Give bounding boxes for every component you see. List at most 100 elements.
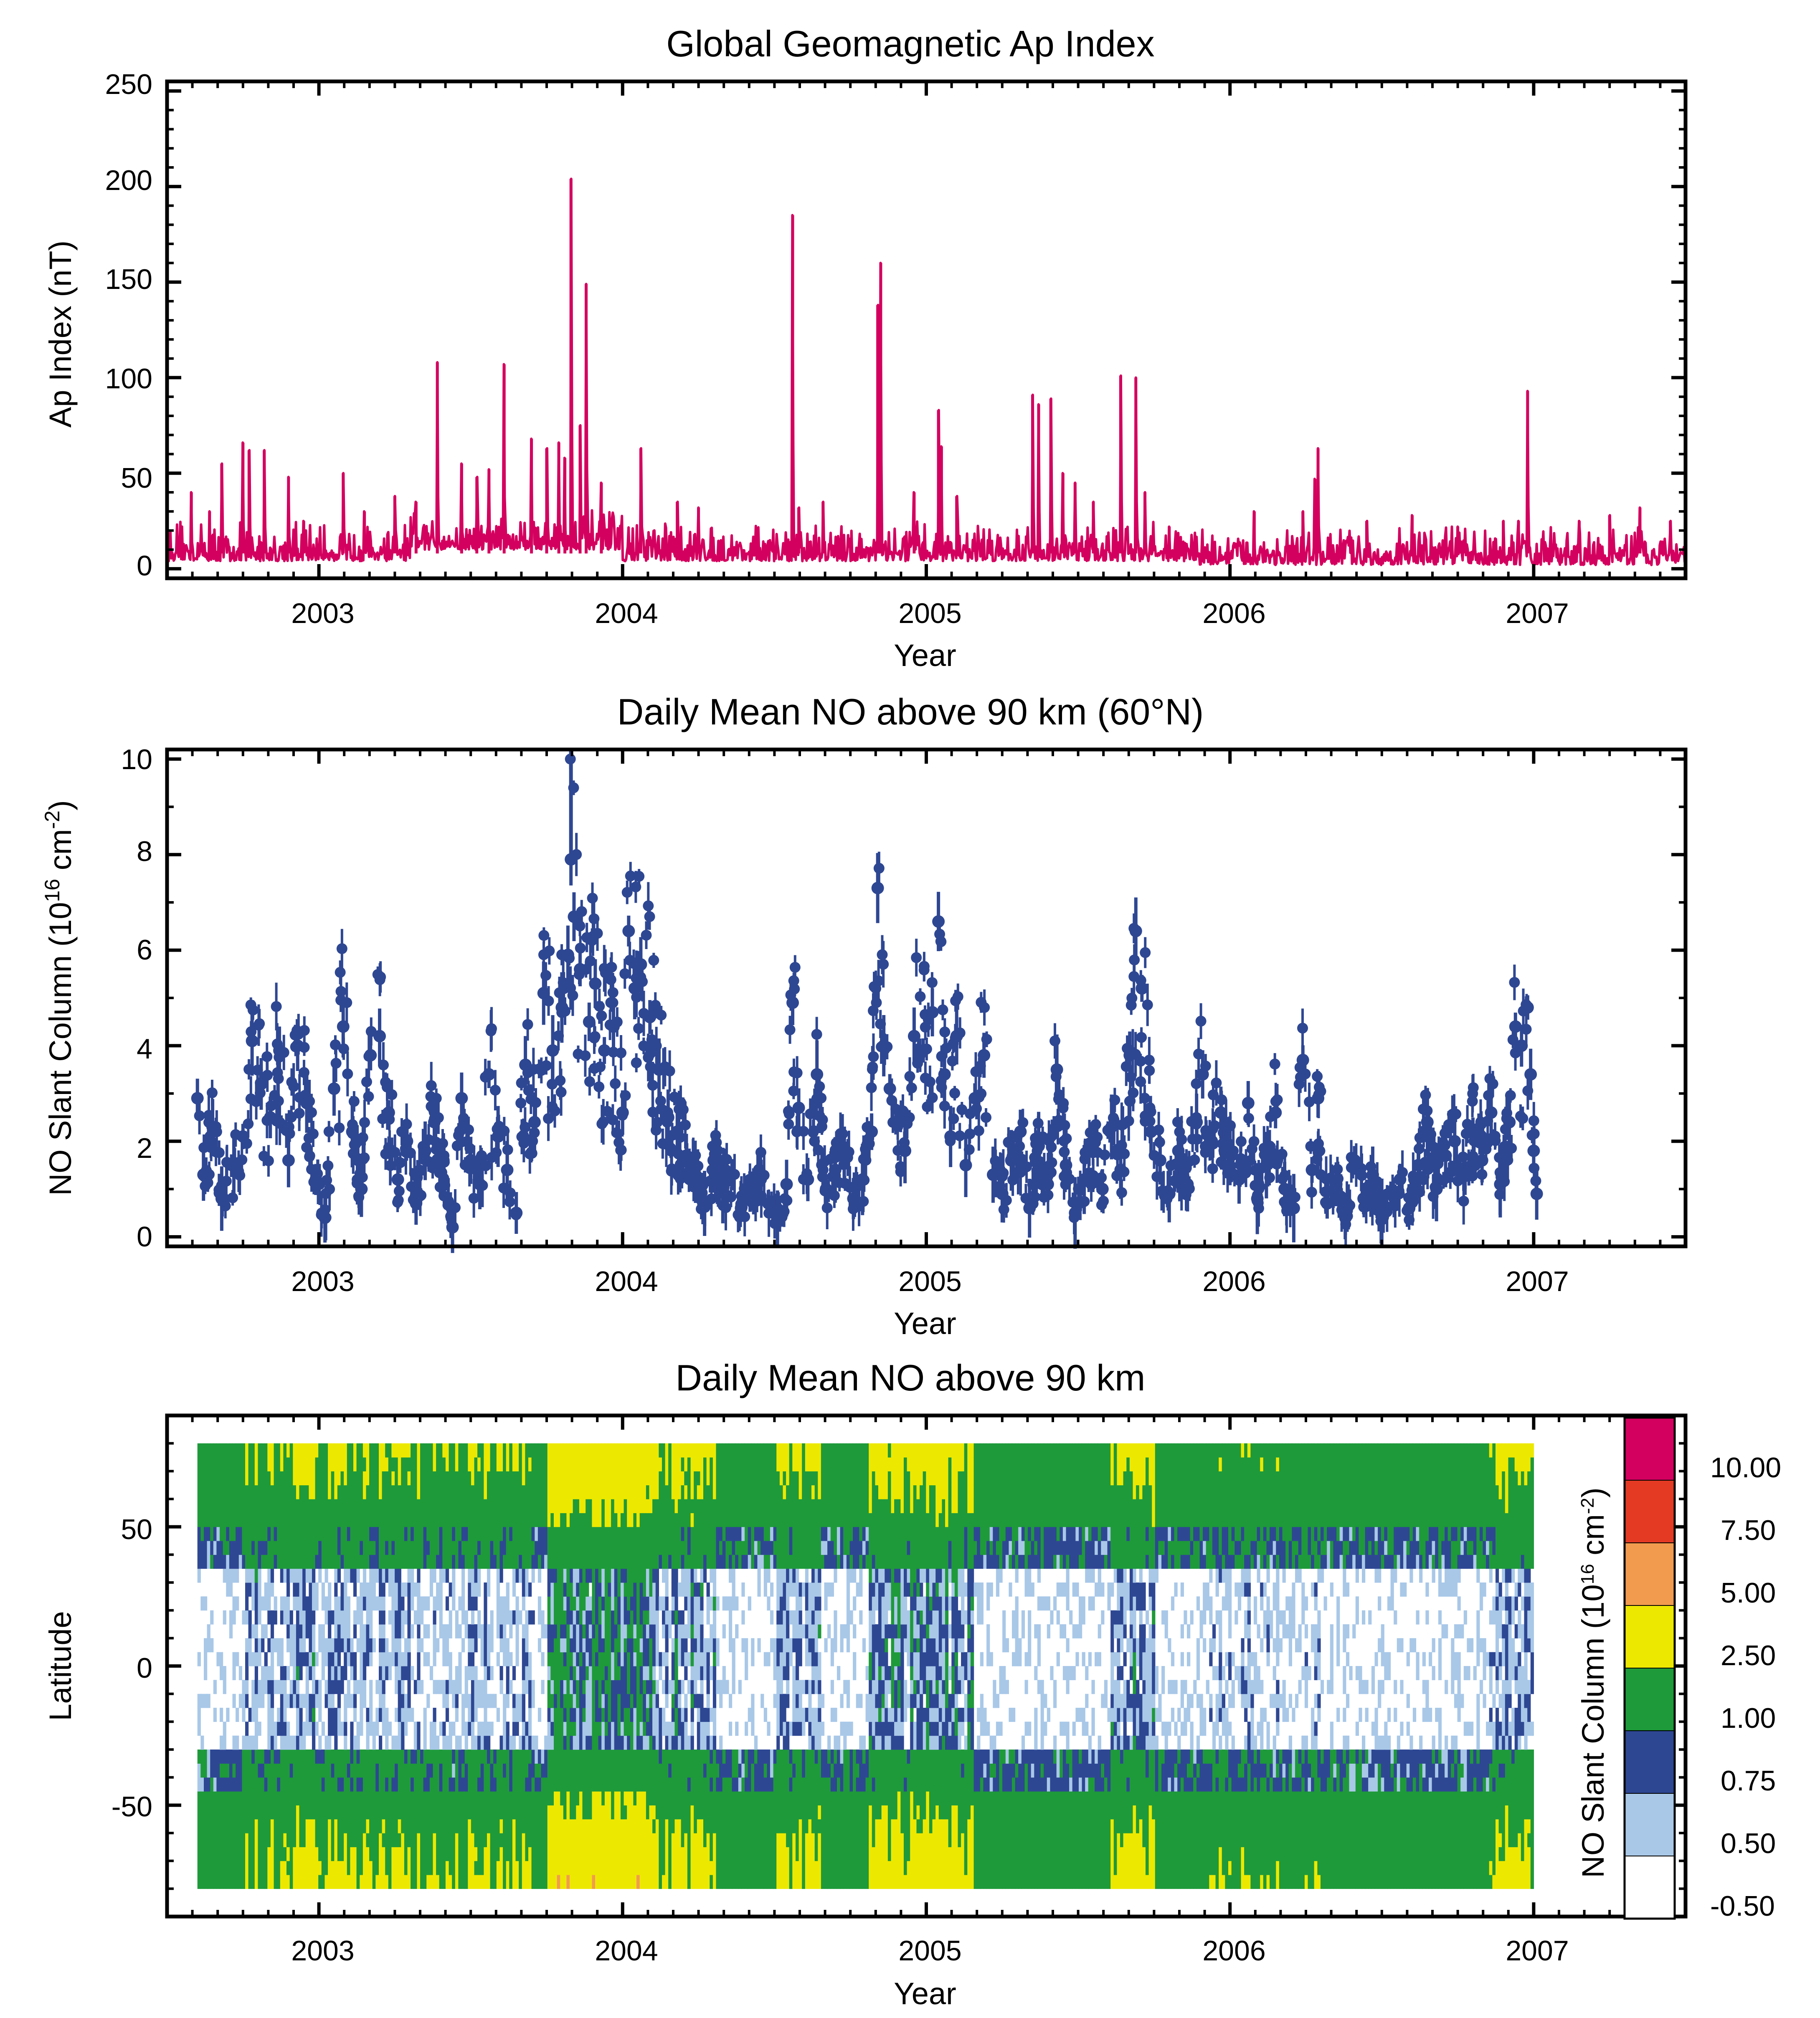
heatmap-cell [362,1652,367,1666]
heatmap-cell [411,1457,414,1471]
heatmap-cell [407,1666,411,1680]
heatmap-cell [302,1582,306,1597]
heatmap-cell [223,1610,226,1625]
heatmap-cell [293,1666,297,1680]
heatmap-cell [382,1443,385,1458]
heatmap-cell [254,1568,258,1583]
heatmap-cell [382,1582,385,1597]
heatmap-cell [337,1499,341,1513]
heatmap-cell [236,1805,239,1820]
heatmap-cell [372,1791,376,1805]
heatmap-cell [411,1819,414,1833]
heatmap-cell [366,1596,370,1611]
heatmap-cell [280,1443,284,1458]
heatmap-cell [312,1555,316,1569]
no-data-point [683,1174,695,1185]
heatmap-cell [395,1568,398,1583]
heatmap-cell [331,1861,335,1875]
heatmap-cell [293,1555,297,1569]
heatmap-cell [296,1596,300,1611]
heatmap-cell [350,1443,354,1458]
heatmap-cell [340,1861,344,1875]
heatmap-cell [356,1735,360,1750]
heatmap-cell [385,1750,389,1764]
heatmap-cell [391,1485,395,1499]
heatmap-cell [413,1582,417,1597]
heatmap-cell [366,1652,370,1666]
no-data-point [1248,1136,1260,1147]
heatmap-cell [360,1457,363,1471]
heatmap-cell [296,1582,300,1597]
heatmap-cell [366,1791,370,1805]
heatmap-cell [270,1750,274,1764]
heatmap-cell [229,1847,233,1861]
heatmap-cell [324,1541,328,1555]
no-data-point [589,977,602,990]
heatmap-cell [267,1499,271,1513]
heatmap-cell [350,1568,354,1583]
heatmap-cell [204,1666,208,1680]
heatmap-cell [229,1499,233,1513]
heatmap-cell [429,1763,433,1778]
heatmap-cell [423,1763,427,1778]
heatmap-cell [379,1457,383,1471]
heatmap-cell [264,1527,268,1541]
heatmap-cell [280,1722,284,1736]
heatmap-cell [372,1875,376,1889]
no-data-point [825,1153,836,1165]
heatmap-cell [407,1457,411,1471]
heatmap-cell [391,1805,395,1820]
no-data-point [546,1044,559,1057]
no-data-point [372,969,383,980]
heatmap-cell [433,1485,436,1499]
heatmap-cell [270,1791,274,1805]
heatmap-cell [226,1499,230,1513]
heatmap-cell [401,1791,405,1805]
heatmap-cell [305,1708,309,1722]
heatmap-cell [302,1457,306,1471]
heatmap-cell [344,1694,347,1708]
heatmap-cell [315,1777,319,1792]
heatmap-cell [289,1875,293,1889]
heatmap-cell [436,1555,440,1569]
heatmap-cell [210,1443,214,1458]
ap-x-tick-labels: 2003 2004 2005 2006 2007 [291,598,1569,629]
heatmap-cell [293,1485,297,1499]
heatmap-cell [362,1513,367,1527]
heatmap-cell [223,1750,226,1764]
no-data-point [564,952,575,964]
heatmap-cell [242,1443,246,1458]
no-data-point [544,945,555,957]
heatmap-cell [337,1722,341,1736]
heatmap-cell [433,1624,436,1638]
heatmap-cell [302,1819,306,1833]
heatmap-cell [353,1485,357,1499]
heatmap-cell [324,1763,328,1778]
heatmap-cell [391,1527,395,1541]
heatmap-cell [261,1680,265,1694]
heatmap-cell [344,1582,347,1597]
heatmap-cell [283,1513,287,1527]
heatmap-cell [321,1499,325,1513]
heatmap-cell [245,1555,249,1569]
heatmap-cell [207,1777,210,1792]
heatmap-cell [299,1582,303,1597]
heatmap-cell [353,1833,357,1847]
no-data-point [1191,1078,1202,1089]
heatmap-cell [296,1861,300,1875]
heatmap-cell [280,1527,284,1541]
no-data-point [361,1076,372,1087]
heatmap-cell [436,1735,440,1750]
heatmap-cell [242,1819,246,1833]
no-data-point [1128,1087,1139,1099]
heatmap-cell [356,1527,360,1541]
heatmap-cell [417,1777,421,1792]
no-data-point [688,1151,699,1162]
heatmap-cell [353,1624,357,1638]
heatmap-cell [360,1833,363,1847]
heatmap-cell [369,1596,373,1611]
heatmap-cell [433,1457,436,1471]
heatmap-cell [388,1527,392,1541]
heatmap-cell [369,1527,373,1541]
no-data-point [1259,1149,1270,1160]
